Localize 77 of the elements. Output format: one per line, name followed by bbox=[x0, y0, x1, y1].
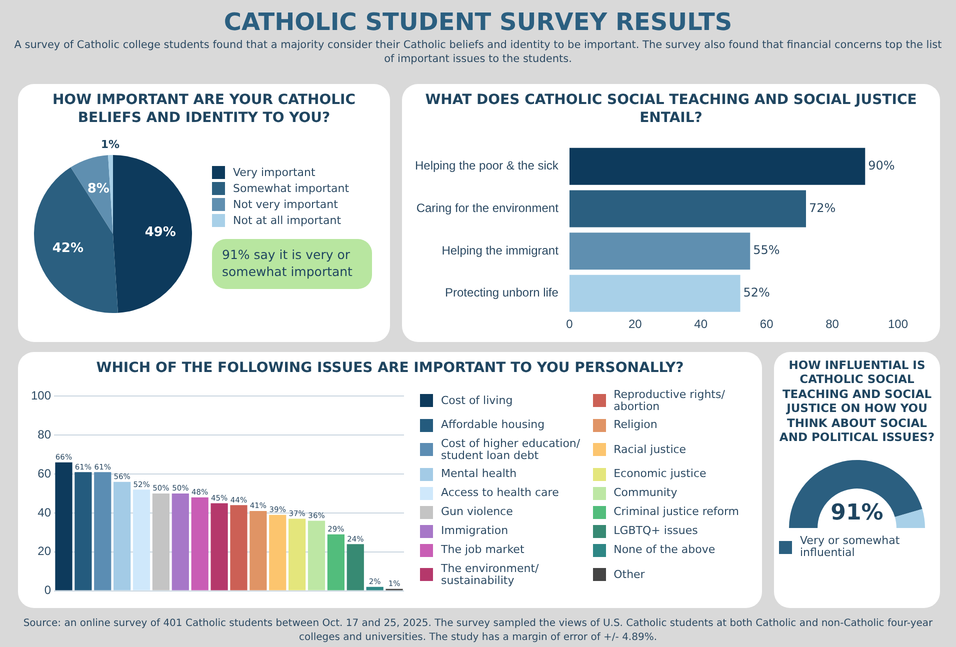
legend-label: Religion bbox=[614, 418, 658, 432]
bar bbox=[230, 504, 248, 590]
data-label: 55% bbox=[753, 243, 780, 258]
bar bbox=[191, 496, 208, 590]
legend-label: Very important bbox=[233, 166, 316, 179]
x-tick-label: 100 bbox=[888, 317, 908, 332]
legend-label: Criminal justice reform bbox=[614, 505, 740, 518]
legend-label: Very or somewhat influential bbox=[800, 534, 901, 560]
legend-label: Reproductive rights/ abortion bbox=[614, 388, 726, 413]
bar bbox=[569, 148, 866, 185]
chart-title: WHICH OF THE FOLLOWING ISSUES ARE IMPORTANT TO YOU PERSONALLY? bbox=[95, 360, 685, 378]
legend-label: Community bbox=[614, 486, 678, 500]
x-tick-label: 20 bbox=[628, 317, 642, 332]
legend-label: Not very important bbox=[233, 198, 338, 211]
y-tick-label: Caring for the environment bbox=[416, 201, 560, 216]
x-tick-label: 60 bbox=[760, 317, 774, 332]
data-label: 8% bbox=[87, 181, 110, 196]
bar bbox=[308, 520, 326, 590]
bar bbox=[210, 502, 228, 590]
bar bbox=[569, 232, 750, 270]
chart-title: HOW IMPORTANT ARE YOUR CATHOLIC BELIEFS AND IDENTITY TO YOU? bbox=[51, 92, 357, 127]
bar bbox=[152, 493, 170, 590]
legend-label: LGBTQ+ issues bbox=[614, 524, 698, 538]
data-label: 91% bbox=[830, 500, 884, 526]
legend-label: Access to health care bbox=[441, 486, 559, 500]
data-label: 90% bbox=[868, 158, 895, 172]
data-label: 1% bbox=[100, 138, 120, 151]
legend-label: Cost of living bbox=[441, 394, 513, 407]
bar bbox=[132, 489, 150, 590]
bar bbox=[114, 481, 131, 590]
legend-label: Mental health bbox=[441, 467, 517, 480]
bar bbox=[172, 493, 189, 590]
legend-label: Cost of higher education/ student loan debt bbox=[441, 436, 581, 462]
text: A survey of Catholic college students found that a majority consider their Catholic beliefs and identity to be important. The survey also found that financial concerns top the list of important issues to the students. bbox=[14, 38, 942, 66]
bar bbox=[366, 586, 384, 590]
legend-label: None of the above bbox=[614, 543, 716, 556]
bar bbox=[269, 514, 286, 590]
y-tick-label: 40 bbox=[38, 504, 52, 519]
bar bbox=[288, 518, 306, 590]
bar bbox=[569, 274, 740, 312]
legend-label: Gun violence bbox=[441, 505, 513, 518]
bar bbox=[327, 534, 345, 590]
text: 91% say it is very or somewhat important bbox=[212, 239, 372, 289]
x-tick-label: 40 bbox=[694, 317, 708, 332]
x-tick-label: 0 bbox=[566, 317, 574, 332]
y-tick-label: Helping the immigrant bbox=[442, 243, 560, 258]
bar bbox=[55, 462, 72, 590]
y-tick-label: 20 bbox=[38, 544, 52, 558]
legend-label: Economic justice bbox=[614, 467, 706, 480]
bar bbox=[74, 472, 92, 590]
data-label: 49% bbox=[144, 224, 176, 240]
bar bbox=[569, 190, 806, 228]
legend-label: Other bbox=[614, 568, 645, 582]
bar bbox=[94, 472, 112, 590]
y-tick-label: 0 bbox=[44, 582, 52, 597]
data-label: 42% bbox=[52, 241, 84, 256]
legend-label: Somewhat important bbox=[233, 182, 350, 195]
y-tick-label: 80 bbox=[38, 426, 52, 441]
legend-label: Affordable housing bbox=[441, 418, 545, 432]
y-tick-label: Helping the poor & the sick bbox=[414, 158, 560, 173]
source-note: Source: an online survey of 401 Catholic students between Oct. 17 and 25, 2025. The survey sampled the views of U.S. Catholic students at both Catholic and non-Catholic four-year colleges and universities. The study has a margin of error of +/- 4.89%. bbox=[22, 617, 934, 644]
y-tick-label: Protecting unborn life bbox=[445, 286, 559, 300]
legend-label: Not at all important bbox=[233, 214, 342, 227]
legend-label: The environment/ sustainability bbox=[441, 562, 540, 588]
chart-title: WHAT DOES CATHOLIC SOCIAL TEACHING AND SOCIAL JUSTICE ENTAIL? bbox=[424, 92, 918, 127]
legend-label: Immigration bbox=[441, 524, 508, 538]
bar bbox=[346, 544, 364, 590]
y-tick-label: 100 bbox=[30, 388, 52, 402]
bar bbox=[250, 510, 267, 590]
y-tick-label: 60 bbox=[38, 466, 52, 480]
data-label: 52% bbox=[743, 286, 770, 300]
x-tick-label: 80 bbox=[826, 317, 840, 332]
text: CATHOLIC STUDENT SURVEY RESULTS bbox=[222, 8, 734, 36]
legend-label: Racial justice bbox=[614, 442, 686, 456]
data-label: 72% bbox=[808, 200, 836, 215]
chart-title: HOW INFLUENTIAL IS CATHOLIC SOCIAL TEACHING AND SOCIAL JUSTICE ON HOW YOU THINK ABOUT SOCIAL AND POLITICAL ISSUES? bbox=[779, 358, 935, 444]
legend-label: The job market bbox=[441, 543, 524, 556]
